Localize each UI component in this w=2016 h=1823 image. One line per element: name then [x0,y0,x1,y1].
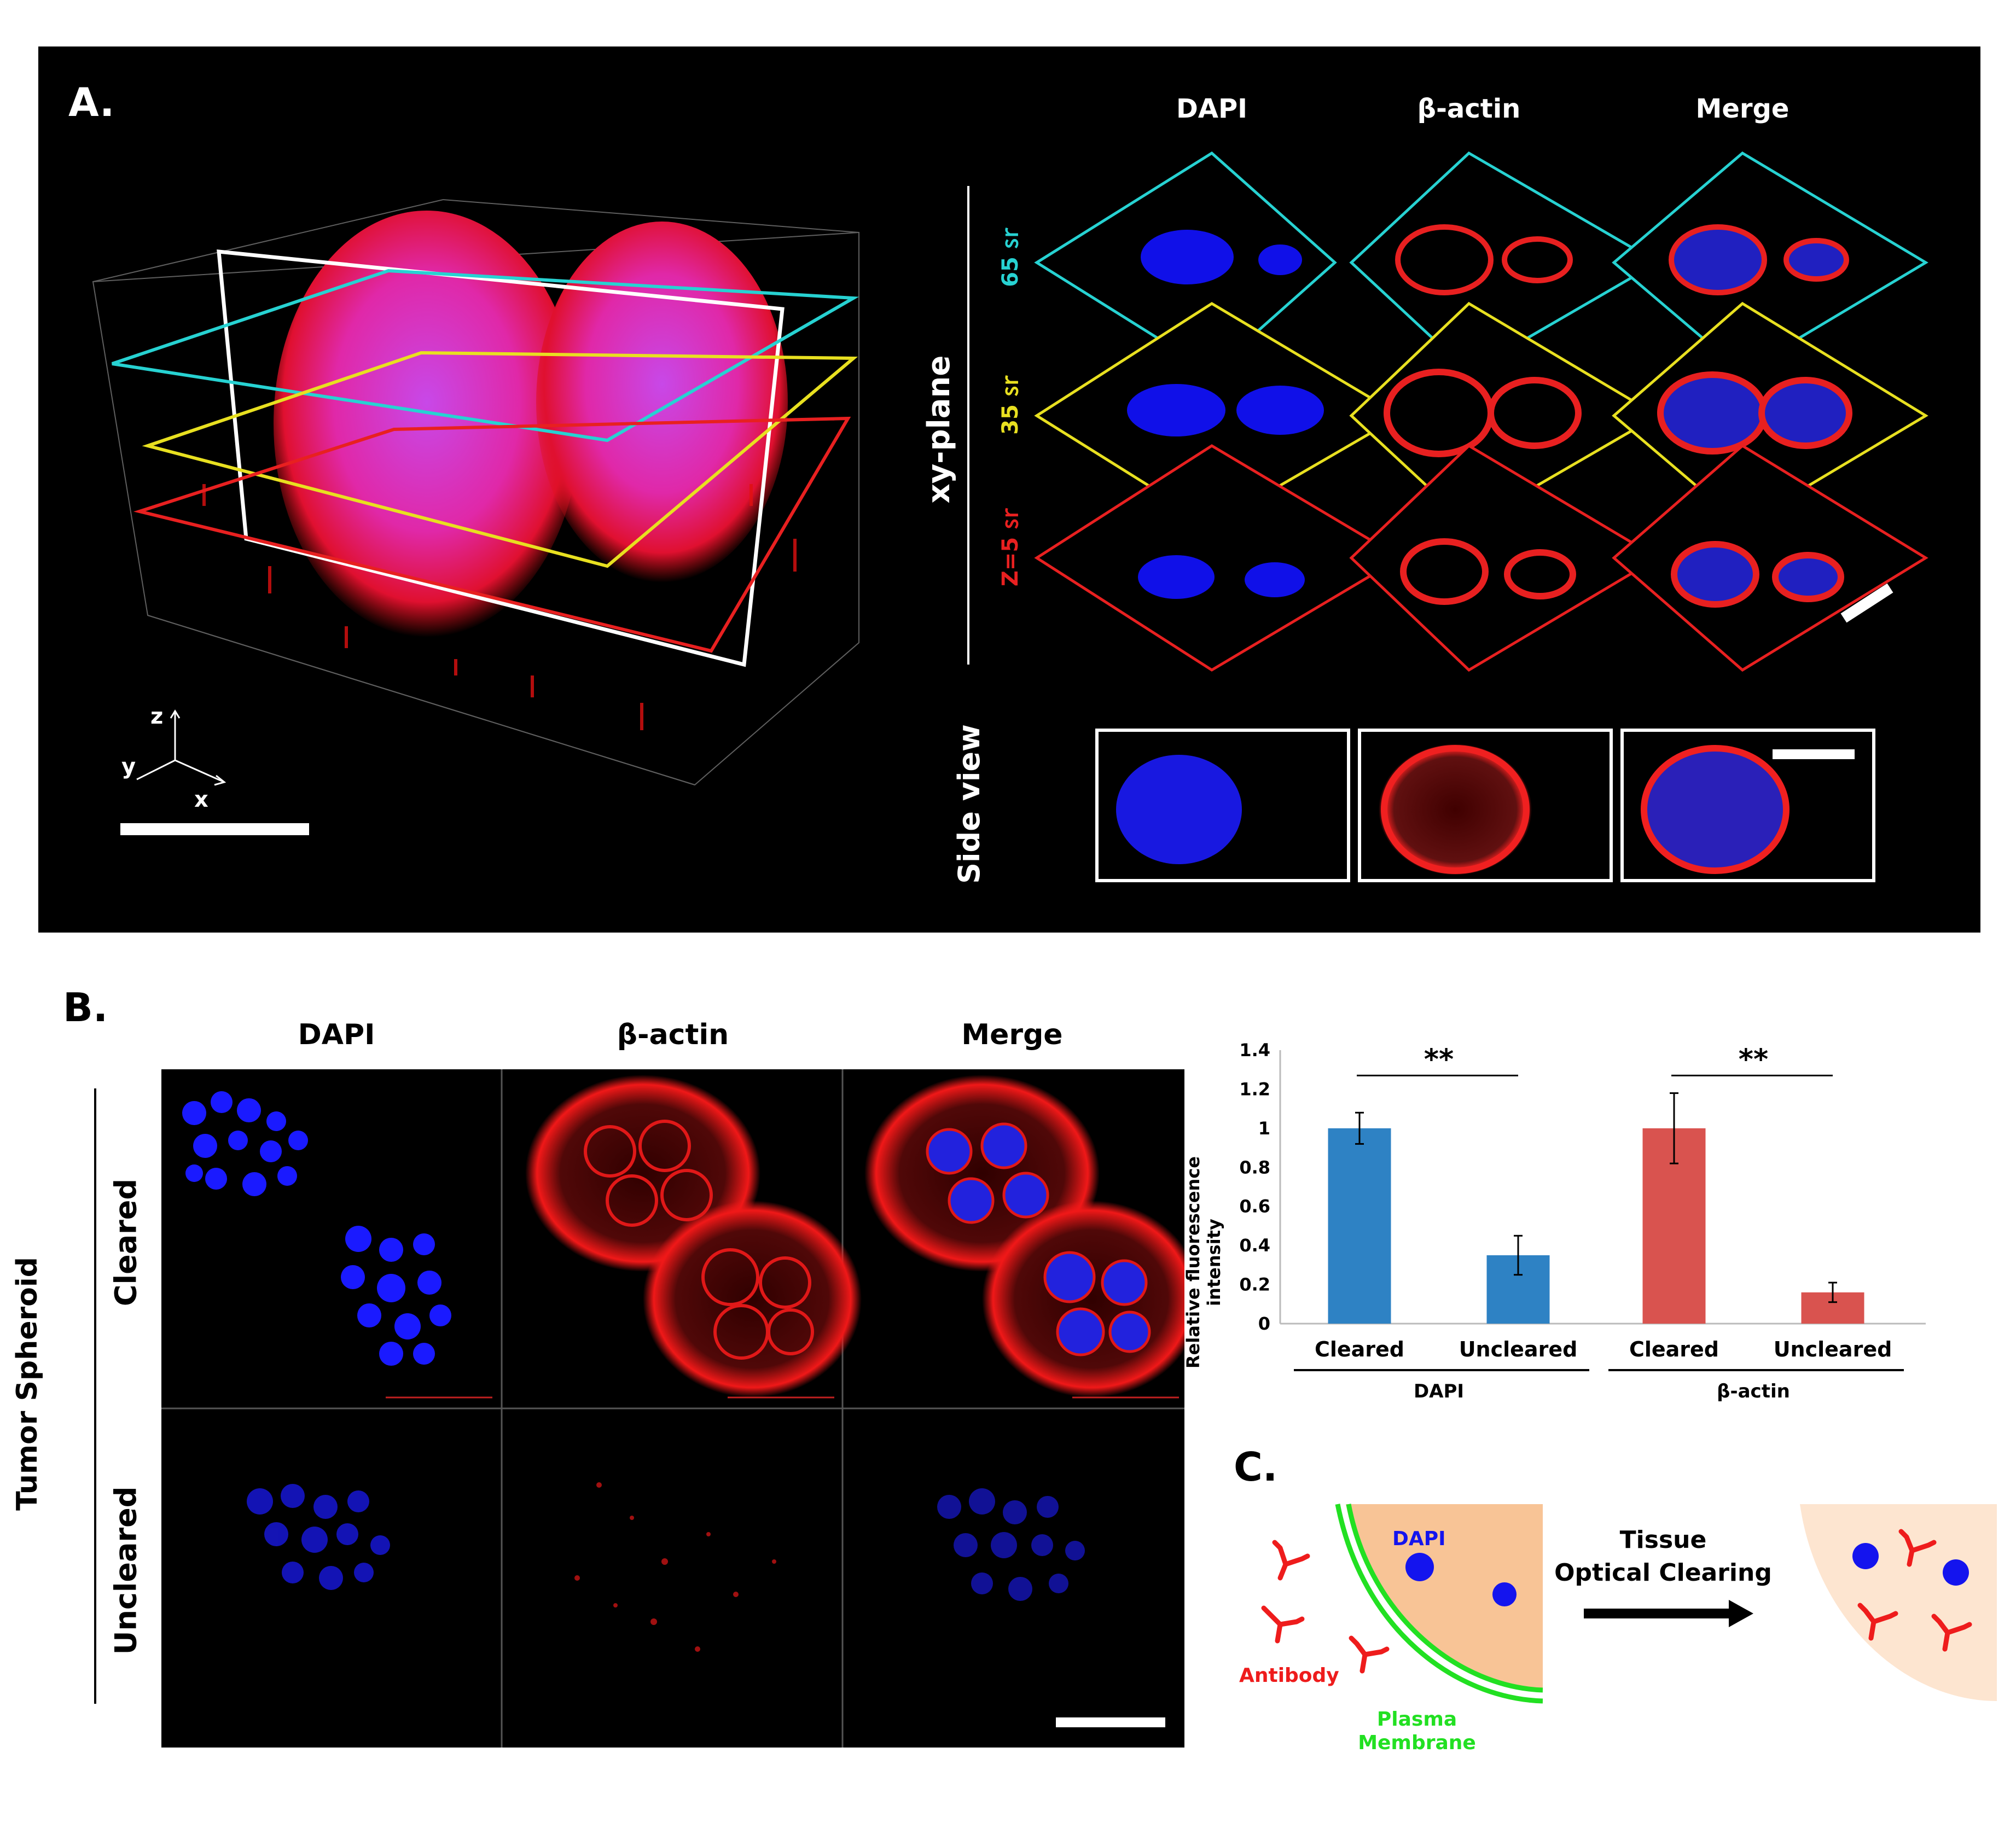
panel-b-header-merge: Merge [961,1018,1063,1051]
x-tick-label: Uncleared [1774,1337,1892,1361]
xy-row-35-content [1127,369,1852,457]
arrow-label-1: Tissue [1620,1526,1707,1554]
plane-5-label: Z=5 ㏛ [998,508,1023,586]
bar-chart: 00.20.40.60.811.21.4 Cleared Uncleared Cle… [1239,1040,1926,1402]
antibody-icon [1261,1540,1390,1674]
cleared-actin-cells [525,1075,862,1397]
plane-5um [133,416,851,653]
nucleus-dot [1492,1582,1517,1606]
axis-z-label: z [150,704,163,729]
3d-volume-box [92,199,859,786]
significance-stars: ** [1424,1043,1454,1076]
cell-cytoplasm [1346,1504,1543,1690]
y-tick-label: 0.4 [1239,1235,1270,1256]
panel-b-scale-bar [1056,1717,1165,1727]
plasma-membrane-outer [1335,1504,1543,1704]
y-tick-label: 0.2 [1239,1274,1270,1295]
panel-a-header-merge: Merge [1696,94,1790,124]
plasma-membrane-inner [1346,1504,1543,1693]
panel-b-header-dapi: DAPI [298,1018,375,1051]
row-label-cleared: Cleared [108,1178,143,1307]
side-view-bactin [1358,729,1613,882]
y-tick-label: 1.4 [1239,1040,1270,1061]
scale-bar [120,823,309,835]
spheroid-left [274,211,580,637]
row-label-uncleared: Uncleared [108,1486,143,1655]
arrow-label-2: Optical Clearing [1554,1559,1772,1587]
plane-35-label: 35 ㏛ [998,375,1023,435]
plane-65um [112,269,859,442]
nucleus-dot [1852,1543,1879,1569]
cleared-cell [1800,1504,1997,1701]
group-label-tumor-spheroid: Tumor Spheroid [11,1257,44,1511]
panel-b-header-bactin: β-actin [617,1018,729,1051]
group-labels: DAPI β-actin [1294,1369,1904,1402]
uncleared-merge-cells [937,1488,1085,1601]
axis-indicator [136,709,226,786]
xy-plane-label: xy-plane [921,356,957,504]
bars [1328,1092,1864,1324]
antibody-icon [1857,1529,1972,1652]
chart-ylabel: Relative fluorescence intensity [1183,1156,1224,1369]
plane-65-label: 65 ㏛ [998,227,1023,287]
panel-a-figure: z y x DAPI β-actin Merge xy-plane 65 ㏛ 3… [92,94,1928,884]
antibody-label: Antibody [1239,1664,1339,1687]
panel-a-label: A. [68,79,115,125]
y-tick-label: 0.8 [1239,1157,1270,1178]
y-tick-label: 1.2 [1239,1079,1270,1099]
side-view-dapi [1095,729,1350,882]
significance-marks: ** ** [1357,1043,1833,1076]
x-tick-label: Uncleared [1459,1337,1578,1361]
axis-x-label: x [194,787,208,812]
plane-35um [142,351,858,568]
membrane-label-2: Membrane [1358,1732,1476,1754]
panel-c-label: C. [1234,1444,1278,1490]
cleared-merge-cells [864,1075,1184,1397]
axis-y-label: y [121,754,136,779]
membrane-label-1: Plasma [1377,1708,1457,1731]
xy-row-65-content [1141,224,1849,295]
y-tick-label: 0.6 [1239,1196,1270,1217]
dapi-label: DAPI [1392,1528,1446,1550]
side-view-merge [1620,729,1875,882]
group-divider [94,1088,96,1704]
x-tick-label: Cleared [1315,1337,1404,1361]
nucleus-dot [1943,1559,1969,1586]
panel-b-label: B. [63,985,108,1030]
xy-row-5 [1034,444,1928,672]
uncleared-actin-dots [574,1482,776,1652]
y-tick-label: 0 [1258,1313,1270,1334]
side-view-label: Side view [952,724,986,884]
nucleus-dot [1405,1553,1434,1581]
panel-b-micrographs [161,1069,1184,1748]
uncleared-dapi-cells [247,1484,390,1590]
group-label: DAPI [1414,1381,1464,1402]
panel-c-diagram: DAPI Antibody Plasma Membrane Tissue Opt… [1239,1504,1997,1754]
panel-a: z y x DAPI β-actin Merge xy-plane 65 ㏛ 3… [38,46,1980,933]
bar-0 [1328,1128,1391,1324]
x-labels: Cleared Uncleared Cleared Uncleared [1315,1337,1892,1361]
group-label: β-actin [1717,1381,1790,1402]
white-slice-frame [217,249,785,667]
panel-a-header-dapi: DAPI [1176,94,1247,124]
cleared-dapi-cells [182,1091,451,1366]
xy-row-5-content [1138,538,1844,608]
arrow-head [1729,1600,1753,1627]
panel-a-header-bactin: β-actin [1417,94,1521,124]
y-tick-label: 1 [1258,1118,1270,1139]
spheroid-right [536,222,788,583]
y-axis: 0 0.2 0.4 0.6 0.8 1 1.2 1.4 [1239,1040,1926,1334]
significance-stars: ** [1739,1043,1768,1076]
x-tick-label: Cleared [1629,1337,1719,1361]
